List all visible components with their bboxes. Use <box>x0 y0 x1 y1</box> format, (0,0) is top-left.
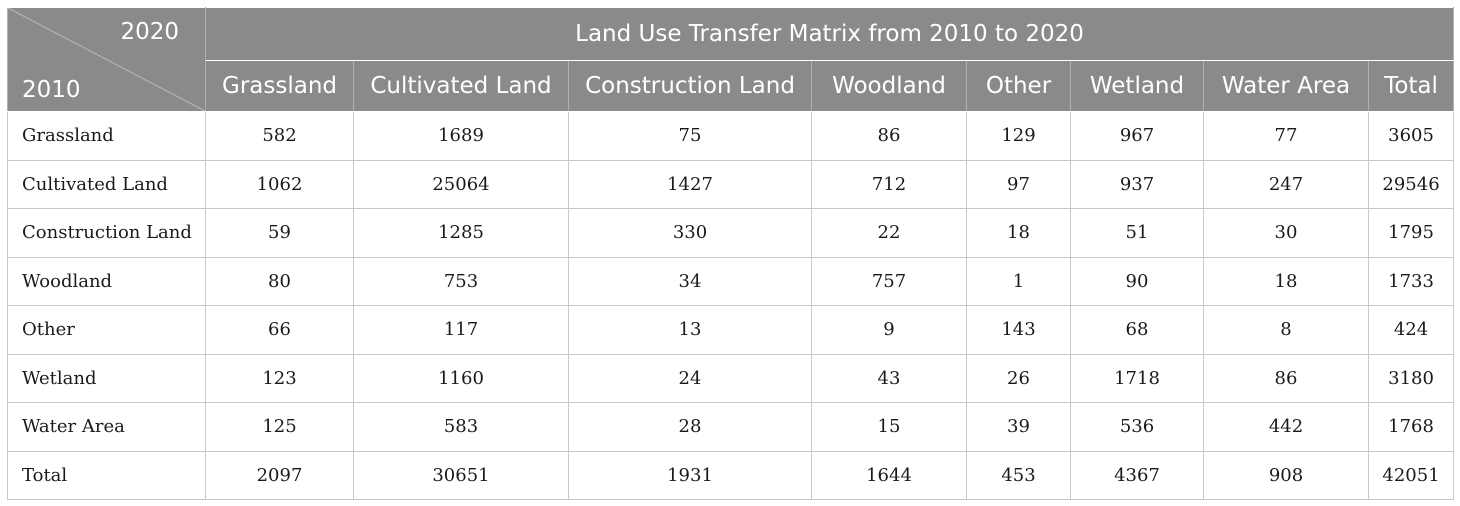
table-cell: 26 <box>966 353 1071 403</box>
table-cell: 42051 <box>1367 450 1455 500</box>
table-cell: 30651 <box>353 450 569 500</box>
column-header: Wetland <box>1070 60 1204 112</box>
table-cell: 129 <box>966 111 1071 161</box>
table-cell: 86 <box>811 111 967 161</box>
table-cell: 937 <box>1070 159 1204 209</box>
table-cell: 77 <box>1203 111 1369 161</box>
row-header: Wetland <box>7 353 206 403</box>
table-cell: 22 <box>811 208 967 258</box>
table-cell: 86 <box>1203 353 1369 403</box>
table-cell: 1718 <box>1070 353 1204 403</box>
table-cell: 712 <box>811 159 967 209</box>
table-cell: 25064 <box>353 159 569 209</box>
table-cell: 9 <box>811 305 967 355</box>
table-cell: 24 <box>568 353 812 403</box>
table-cell: 424 <box>1367 305 1455 355</box>
column-header: Grassland <box>205 60 354 112</box>
table-cell: 66 <box>205 305 354 355</box>
table-row: Wetland 123 1160 24 43 26 1718 86 3180 <box>7 353 1455 403</box>
table-cell: 583 <box>353 402 569 452</box>
table-cell: 30 <box>1203 208 1369 258</box>
table-cell: 15 <box>811 402 967 452</box>
column-header: Total <box>1367 60 1455 112</box>
table-cell: 453 <box>966 450 1071 500</box>
table-cell: 43 <box>811 353 967 403</box>
table-cell: 123 <box>205 353 354 403</box>
table-cell: 80 <box>205 256 354 306</box>
table-cell: 18 <box>966 208 1071 258</box>
table-row: Total 2097 30651 1931 1644 453 4367 908 42051 <box>7 450 1455 500</box>
column-header: Other <box>966 60 1071 112</box>
table-cell: 1689 <box>353 111 569 161</box>
column-header: Construction Land <box>568 60 812 112</box>
table-cell: 247 <box>1203 159 1369 209</box>
table-cell: 536 <box>1070 402 1204 452</box>
column-header-row: Grassland Cultivated Land Construction Lan… <box>8 60 1455 112</box>
land-use-transfer-matrix-table: 2020 2010 Land Use Transfer Matrix from … <box>7 7 1455 500</box>
row-header: Grassland <box>7 111 206 161</box>
row-header: Water Area <box>7 402 206 452</box>
table-cell: 1285 <box>353 208 569 258</box>
table-cell: 1644 <box>811 450 967 500</box>
table-row: Construction Land 59 1285 330 22 18 51 30 1795 <box>7 208 1455 258</box>
table-title: Land Use Transfer Matrix from 2010 to 20… <box>204 7 1455 61</box>
table-cell: 582 <box>205 111 354 161</box>
table-cell: 442 <box>1203 402 1369 452</box>
corner-column-year: 2020 <box>120 19 179 45</box>
table-cell: 3605 <box>1367 111 1455 161</box>
table-body: Grassland 582 1689 75 86 129 967 77 3605 Cultivat… <box>7 111 1455 500</box>
table-cell: 1768 <box>1367 402 1455 452</box>
table-cell: 4367 <box>1070 450 1204 500</box>
corner-diagonal-line <box>8 8 205 111</box>
table-cell: 1795 <box>1367 208 1455 258</box>
column-header: Woodland <box>811 60 967 112</box>
table-cell: 1931 <box>568 450 812 500</box>
table-row: Water Area 125 583 28 15 39 536 442 1768 <box>7 402 1455 452</box>
table-cell: 143 <box>966 305 1071 355</box>
table-cell: 125 <box>205 402 354 452</box>
table-cell: 8 <box>1203 305 1369 355</box>
table-cell: 28 <box>568 402 812 452</box>
table-cell: 1427 <box>568 159 812 209</box>
table-cell: 1 <box>966 256 1071 306</box>
row-header: Woodland <box>7 256 206 306</box>
table-cell: 75 <box>568 111 812 161</box>
table-row: Grassland 582 1689 75 86 129 967 77 3605 <box>7 111 1455 161</box>
table-cell: 2097 <box>205 450 354 500</box>
table-cell: 757 <box>811 256 967 306</box>
table-row: Woodland 80 753 34 757 1 90 18 1733 <box>7 256 1455 306</box>
table-header: 2020 2010 Land Use Transfer Matrix from … <box>7 7 1455 112</box>
table-cell: 59 <box>205 208 354 258</box>
corner-row-year: 2010 <box>22 77 81 103</box>
table-cell: 908 <box>1203 450 1369 500</box>
table-cell: 68 <box>1070 305 1204 355</box>
column-header: Cultivated Land <box>353 60 569 112</box>
table-cell: 13 <box>568 305 812 355</box>
row-header: Cultivated Land <box>7 159 206 209</box>
table-cell: 29546 <box>1367 159 1455 209</box>
table-cell: 18 <box>1203 256 1369 306</box>
table-cell: 967 <box>1070 111 1204 161</box>
table-row: Other 66 117 13 9 143 68 8 424 <box>7 305 1455 355</box>
table-cell: 1733 <box>1367 256 1455 306</box>
table-cell: 90 <box>1070 256 1204 306</box>
row-header: Construction Land <box>7 208 206 258</box>
table-cell: 1062 <box>205 159 354 209</box>
table-cell: 51 <box>1070 208 1204 258</box>
table-row: Cultivated Land 1062 25064 1427 712 97 937 247 2… <box>7 159 1455 209</box>
corner-header-cell: 2020 2010 <box>7 7 206 112</box>
table-cell: 753 <box>353 256 569 306</box>
transfer-matrix-container: 2020 2010 Land Use Transfer Matrix from … <box>7 7 1455 500</box>
table-cell: 39 <box>966 402 1071 452</box>
column-header: Water Area <box>1203 60 1369 112</box>
row-header: Other <box>7 305 206 355</box>
table-cell: 3180 <box>1367 353 1455 403</box>
table-cell: 34 <box>568 256 812 306</box>
row-header: Total <box>7 450 206 500</box>
table-cell: 330 <box>568 208 812 258</box>
table-cell: 97 <box>966 159 1071 209</box>
table-cell: 117 <box>353 305 569 355</box>
table-cell: 1160 <box>353 353 569 403</box>
